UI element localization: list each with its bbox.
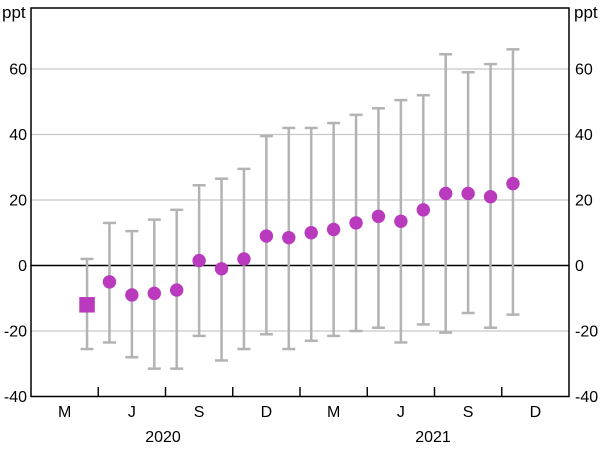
y-tick-label-left: 40 bbox=[9, 127, 27, 144]
data-point-marker bbox=[394, 214, 408, 228]
y-tick-label-right: 60 bbox=[575, 62, 593, 79]
data-point-marker bbox=[326, 222, 341, 237]
data-point-marker bbox=[192, 253, 206, 268]
data-point-marker bbox=[125, 288, 139, 302]
data-point-marker bbox=[282, 230, 296, 245]
data-point-marker bbox=[416, 203, 430, 217]
data-point-marker bbox=[439, 186, 453, 201]
x-year-label: 2021 bbox=[415, 429, 451, 446]
y-axis-unit-right: ppt bbox=[574, 3, 598, 22]
x-month-label: D bbox=[530, 404, 542, 421]
y-axis-unit-left: ppt bbox=[2, 3, 26, 22]
y-tick-label-left: -20 bbox=[4, 324, 27, 341]
x-month-label: S bbox=[194, 404, 205, 421]
y-tick-label-left: -40 bbox=[4, 389, 27, 406]
x-month-label: J bbox=[397, 404, 405, 421]
data-point-marker bbox=[102, 275, 117, 289]
data-point-marker bbox=[259, 229, 274, 243]
x-year-label: 2020 bbox=[145, 429, 181, 446]
x-month-label: S bbox=[463, 404, 474, 421]
y-tick-label-right: -40 bbox=[575, 389, 598, 406]
y-tick-label-right: 20 bbox=[575, 193, 593, 210]
y-tick-label-right: 0 bbox=[575, 258, 584, 275]
data-point-marker bbox=[349, 216, 363, 230]
y-tick-label-left: 60 bbox=[9, 62, 27, 79]
y-tick-label-right: -20 bbox=[575, 324, 598, 341]
data-point-marker bbox=[483, 190, 498, 204]
data-point-marker bbox=[506, 176, 520, 191]
x-month-label: M bbox=[327, 404, 340, 421]
data-point-marker bbox=[304, 226, 318, 240]
x-month-label: J bbox=[128, 404, 136, 421]
data-point-marker bbox=[170, 283, 184, 297]
data-point-marker-square bbox=[79, 297, 95, 313]
data-point-marker bbox=[237, 252, 251, 266]
y-tick-label-right: 40 bbox=[575, 127, 593, 144]
y-tick-label-left: 0 bbox=[18, 258, 27, 275]
data-point-marker bbox=[371, 209, 386, 224]
y-tick-label-left: 20 bbox=[9, 193, 27, 210]
data-point-marker bbox=[214, 262, 229, 276]
x-month-label: D bbox=[261, 404, 273, 421]
x-month-label: M bbox=[58, 404, 71, 421]
data-point-marker bbox=[147, 286, 161, 301]
plot-border bbox=[30, 7, 570, 398]
data-point-marker bbox=[461, 186, 475, 201]
